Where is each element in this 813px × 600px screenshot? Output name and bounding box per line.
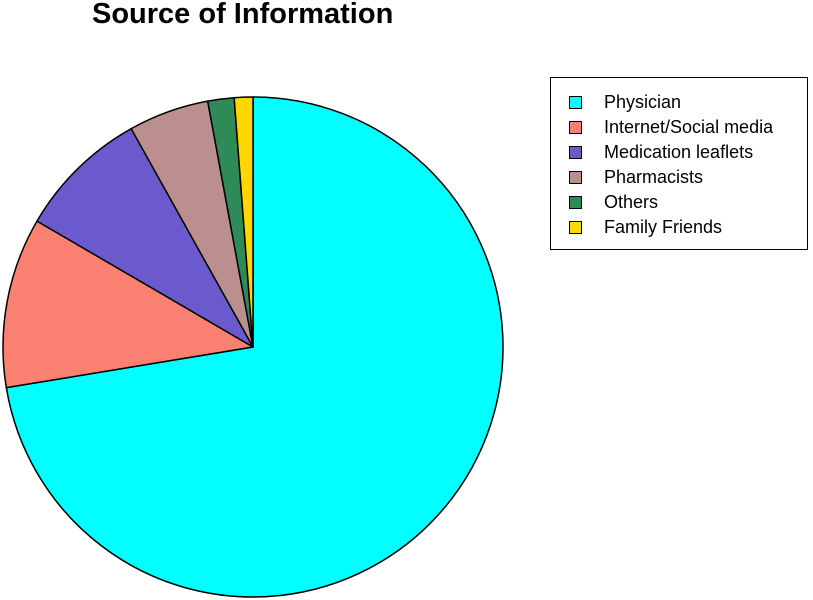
legend-label: Pharmacists bbox=[604, 167, 704, 187]
legend-item-medication-leaflets: Medication leaflets bbox=[569, 140, 807, 165]
legend-label: Family Friends bbox=[604, 217, 723, 237]
chart-title: Source of Information bbox=[92, 0, 394, 30]
pie-slice-internet-social-media bbox=[2, 220, 254, 389]
legend-item-internet-social-media: Internet/Social media bbox=[569, 115, 807, 140]
legend-swatch bbox=[569, 171, 582, 184]
legend: Physician Internet/Social media Medicati… bbox=[550, 77, 808, 250]
legend-label: Physician bbox=[604, 92, 682, 112]
legend-item-others: Others bbox=[569, 190, 807, 215]
legend-swatch bbox=[569, 221, 582, 234]
pie-slice-physician bbox=[5, 96, 504, 598]
legend-swatch bbox=[569, 146, 582, 159]
legend-swatch bbox=[569, 196, 582, 209]
legend-label: Internet/Social media bbox=[604, 117, 774, 137]
legend-swatch bbox=[569, 96, 582, 109]
pie-slice-family-friends bbox=[233, 96, 254, 348]
pie-slice-medication-leaflets bbox=[36, 127, 254, 348]
legend-swatch bbox=[569, 121, 582, 134]
legend-item-family-friends: Family Friends bbox=[569, 215, 807, 240]
legend-label: Others bbox=[604, 192, 659, 212]
legend-label: Medication leaflets bbox=[604, 142, 754, 162]
legend-item-physician: Physician bbox=[569, 90, 807, 115]
legend-item-pharmacists: Pharmacists bbox=[569, 165, 807, 190]
